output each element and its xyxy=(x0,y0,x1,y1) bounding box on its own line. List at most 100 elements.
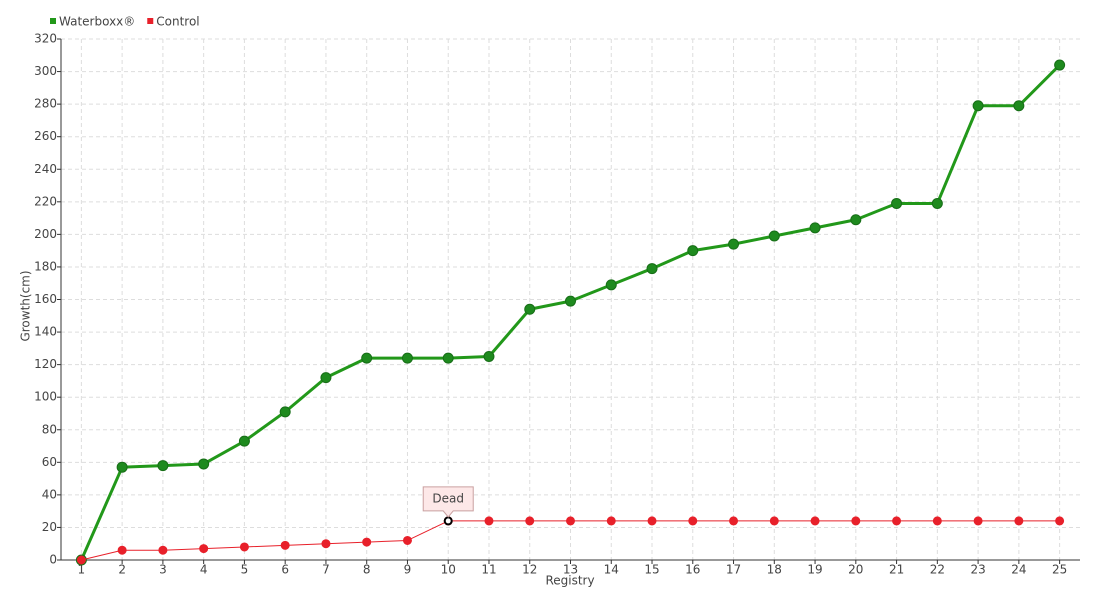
data-point xyxy=(238,435,250,447)
y-tick-label: 260 xyxy=(34,129,57,143)
data-point xyxy=(606,516,616,526)
y-tick-label: 300 xyxy=(34,64,57,78)
x-tick-label: 8 xyxy=(363,563,371,577)
data-point xyxy=(810,516,820,526)
x-tick-label: 16 xyxy=(685,563,700,577)
y-tick-label: 40 xyxy=(42,487,57,501)
data-point xyxy=(483,350,495,362)
data-point xyxy=(973,516,983,526)
x-tick-label: 11 xyxy=(481,563,496,577)
x-tick-label: 10 xyxy=(441,563,456,577)
data-point xyxy=(280,540,290,550)
data-point xyxy=(646,263,658,275)
data-point xyxy=(484,516,494,526)
annotated-point xyxy=(443,516,453,526)
x-tick-label: 13 xyxy=(563,563,578,577)
data-point xyxy=(1055,516,1065,526)
x-tick-label: 14 xyxy=(604,563,619,577)
y-tick-label: 180 xyxy=(34,259,57,273)
data-point xyxy=(158,545,168,555)
data-point xyxy=(76,555,86,565)
y-tick-label: 60 xyxy=(42,455,57,469)
x-tick-label: 17 xyxy=(726,563,741,577)
data-point xyxy=(199,544,209,554)
data-point xyxy=(892,516,902,526)
legend-label: Control xyxy=(156,15,199,29)
legend-swatch xyxy=(147,18,154,24)
y-axis-label: Growth(cm) xyxy=(19,270,33,341)
data-point xyxy=(729,516,739,526)
data-point xyxy=(1014,516,1024,526)
x-tick-label: 19 xyxy=(807,563,822,577)
data-point xyxy=(931,197,943,209)
y-tick-label: 160 xyxy=(34,292,57,306)
data-point xyxy=(321,539,331,549)
x-tick-label: 24 xyxy=(1011,563,1026,577)
data-point xyxy=(565,295,576,307)
data-point xyxy=(688,516,698,526)
x-axis-label: Registry xyxy=(545,574,594,588)
series-line xyxy=(81,520,1060,561)
x-tick-label: 2 xyxy=(118,563,126,577)
data-point xyxy=(402,535,412,545)
y-tick-label: 320 xyxy=(34,32,57,46)
data-point xyxy=(891,197,903,209)
data-point xyxy=(851,516,861,526)
y-tick-label: 280 xyxy=(34,97,57,111)
x-tick-label: 20 xyxy=(848,563,863,577)
legend-label: Waterboxx® xyxy=(59,15,135,29)
x-tick-label: 1 xyxy=(78,563,86,577)
data-point xyxy=(687,245,699,257)
x-tick-label: 3 xyxy=(159,563,167,577)
x-tick-label: 18 xyxy=(767,563,782,577)
x-tick-label: 7 xyxy=(322,563,330,577)
annotation-box xyxy=(422,486,474,518)
data-point xyxy=(972,100,984,112)
y-tick-label: 220 xyxy=(34,194,57,208)
data-point xyxy=(117,545,127,555)
data-point xyxy=(157,460,169,472)
data-point xyxy=(362,537,372,547)
x-tick-label: 12 xyxy=(522,563,537,577)
data-point xyxy=(932,516,942,526)
annotation-text: Dead xyxy=(432,491,464,505)
data-point xyxy=(850,214,862,226)
data-point xyxy=(279,406,291,418)
x-tick-label: 22 xyxy=(930,563,945,577)
data-point xyxy=(524,303,536,315)
y-tick-label: 120 xyxy=(34,357,57,371)
x-tick-label: 25 xyxy=(1052,563,1067,577)
y-tick-label: 0 xyxy=(49,553,57,567)
data-point xyxy=(320,372,332,384)
x-tick-label: 4 xyxy=(200,563,208,577)
data-point xyxy=(239,542,249,552)
data-point xyxy=(768,230,780,242)
data-point xyxy=(1013,100,1025,112)
data-point xyxy=(769,516,779,526)
y-tick-label: 20 xyxy=(42,520,57,534)
data-point xyxy=(809,222,821,234)
y-tick-label: 240 xyxy=(34,162,57,176)
y-tick-label: 140 xyxy=(34,325,57,339)
y-tick-label: 100 xyxy=(34,390,57,404)
data-point xyxy=(1054,59,1066,71)
data-point xyxy=(401,352,413,364)
x-tick-label: 5 xyxy=(241,563,249,577)
x-tick-label: 9 xyxy=(404,563,412,577)
data-point xyxy=(361,352,373,364)
legend-swatch xyxy=(50,18,56,24)
data-point xyxy=(728,238,740,250)
data-point xyxy=(442,352,454,364)
data-point xyxy=(116,461,128,473)
data-point xyxy=(525,516,535,526)
data-point xyxy=(605,279,617,291)
x-tick-label: 15 xyxy=(644,563,659,577)
y-tick-label: 80 xyxy=(42,422,57,436)
data-point xyxy=(566,516,575,526)
x-tick-label: 23 xyxy=(970,563,985,577)
y-tick-label: 200 xyxy=(34,227,57,241)
x-tick-label: 21 xyxy=(889,563,904,577)
data-point xyxy=(647,516,657,526)
